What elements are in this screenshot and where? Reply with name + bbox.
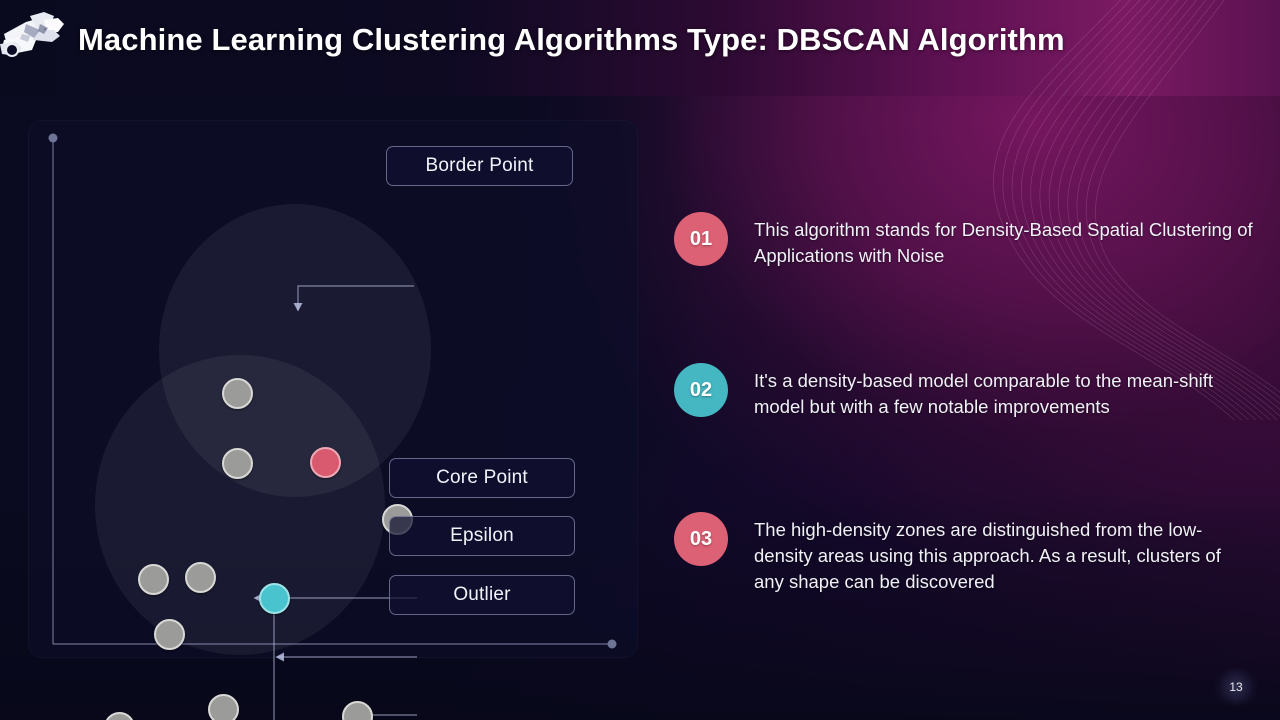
slide-header: Machine Learning Clustering Algorithms T… [0, 0, 1280, 90]
cluster-region-upper [159, 204, 431, 497]
callout-epsilon[interactable]: Epsilon [389, 516, 575, 556]
list-item: 03 The high-density zones are distinguis… [674, 512, 1254, 595]
callout-border-point[interactable]: Border Point [386, 146, 573, 186]
diagram-axes [48, 133, 617, 649]
core-point [259, 583, 290, 614]
bullet-number-badge: 01 [674, 212, 728, 266]
callout-core-point[interactable]: Core Point [389, 458, 575, 498]
border-point [310, 447, 341, 478]
bullet-number-badge: 02 [674, 363, 728, 417]
robot-hand-icon [0, 12, 64, 57]
bullet-number-badge: 03 [674, 512, 728, 566]
bullet-text: It's a density-based model comparable to… [754, 370, 1214, 417]
callout-label: Epsilon [450, 525, 514, 546]
outlier-point [342, 701, 373, 720]
page-title: Machine Learning Clustering Algorithms T… [78, 22, 1065, 57]
noise-point [208, 694, 239, 720]
callout-label: Border Point [425, 155, 534, 176]
list-item: 01 This algorithm stands for Density-Bas… [674, 212, 1254, 269]
list-item: 02 It's a density-based model comparable… [674, 363, 1254, 420]
background-top-band [0, 0, 1280, 96]
noise-point [222, 448, 253, 479]
noise-point [222, 378, 253, 409]
dbscan-diagram-panel [28, 120, 638, 720]
callout-label: Outlier [453, 584, 511, 605]
noise-point [154, 619, 185, 650]
callout-outlier[interactable]: Outlier [389, 575, 575, 615]
callout-label: Core Point [436, 467, 528, 488]
noise-point [185, 562, 216, 593]
bullet-text: The high-density zones are distinguished… [754, 519, 1221, 592]
page-number: 13 [1214, 668, 1258, 706]
noise-point [138, 564, 169, 595]
bullet-text: This algorithm stands for Density-Based … [754, 219, 1253, 266]
